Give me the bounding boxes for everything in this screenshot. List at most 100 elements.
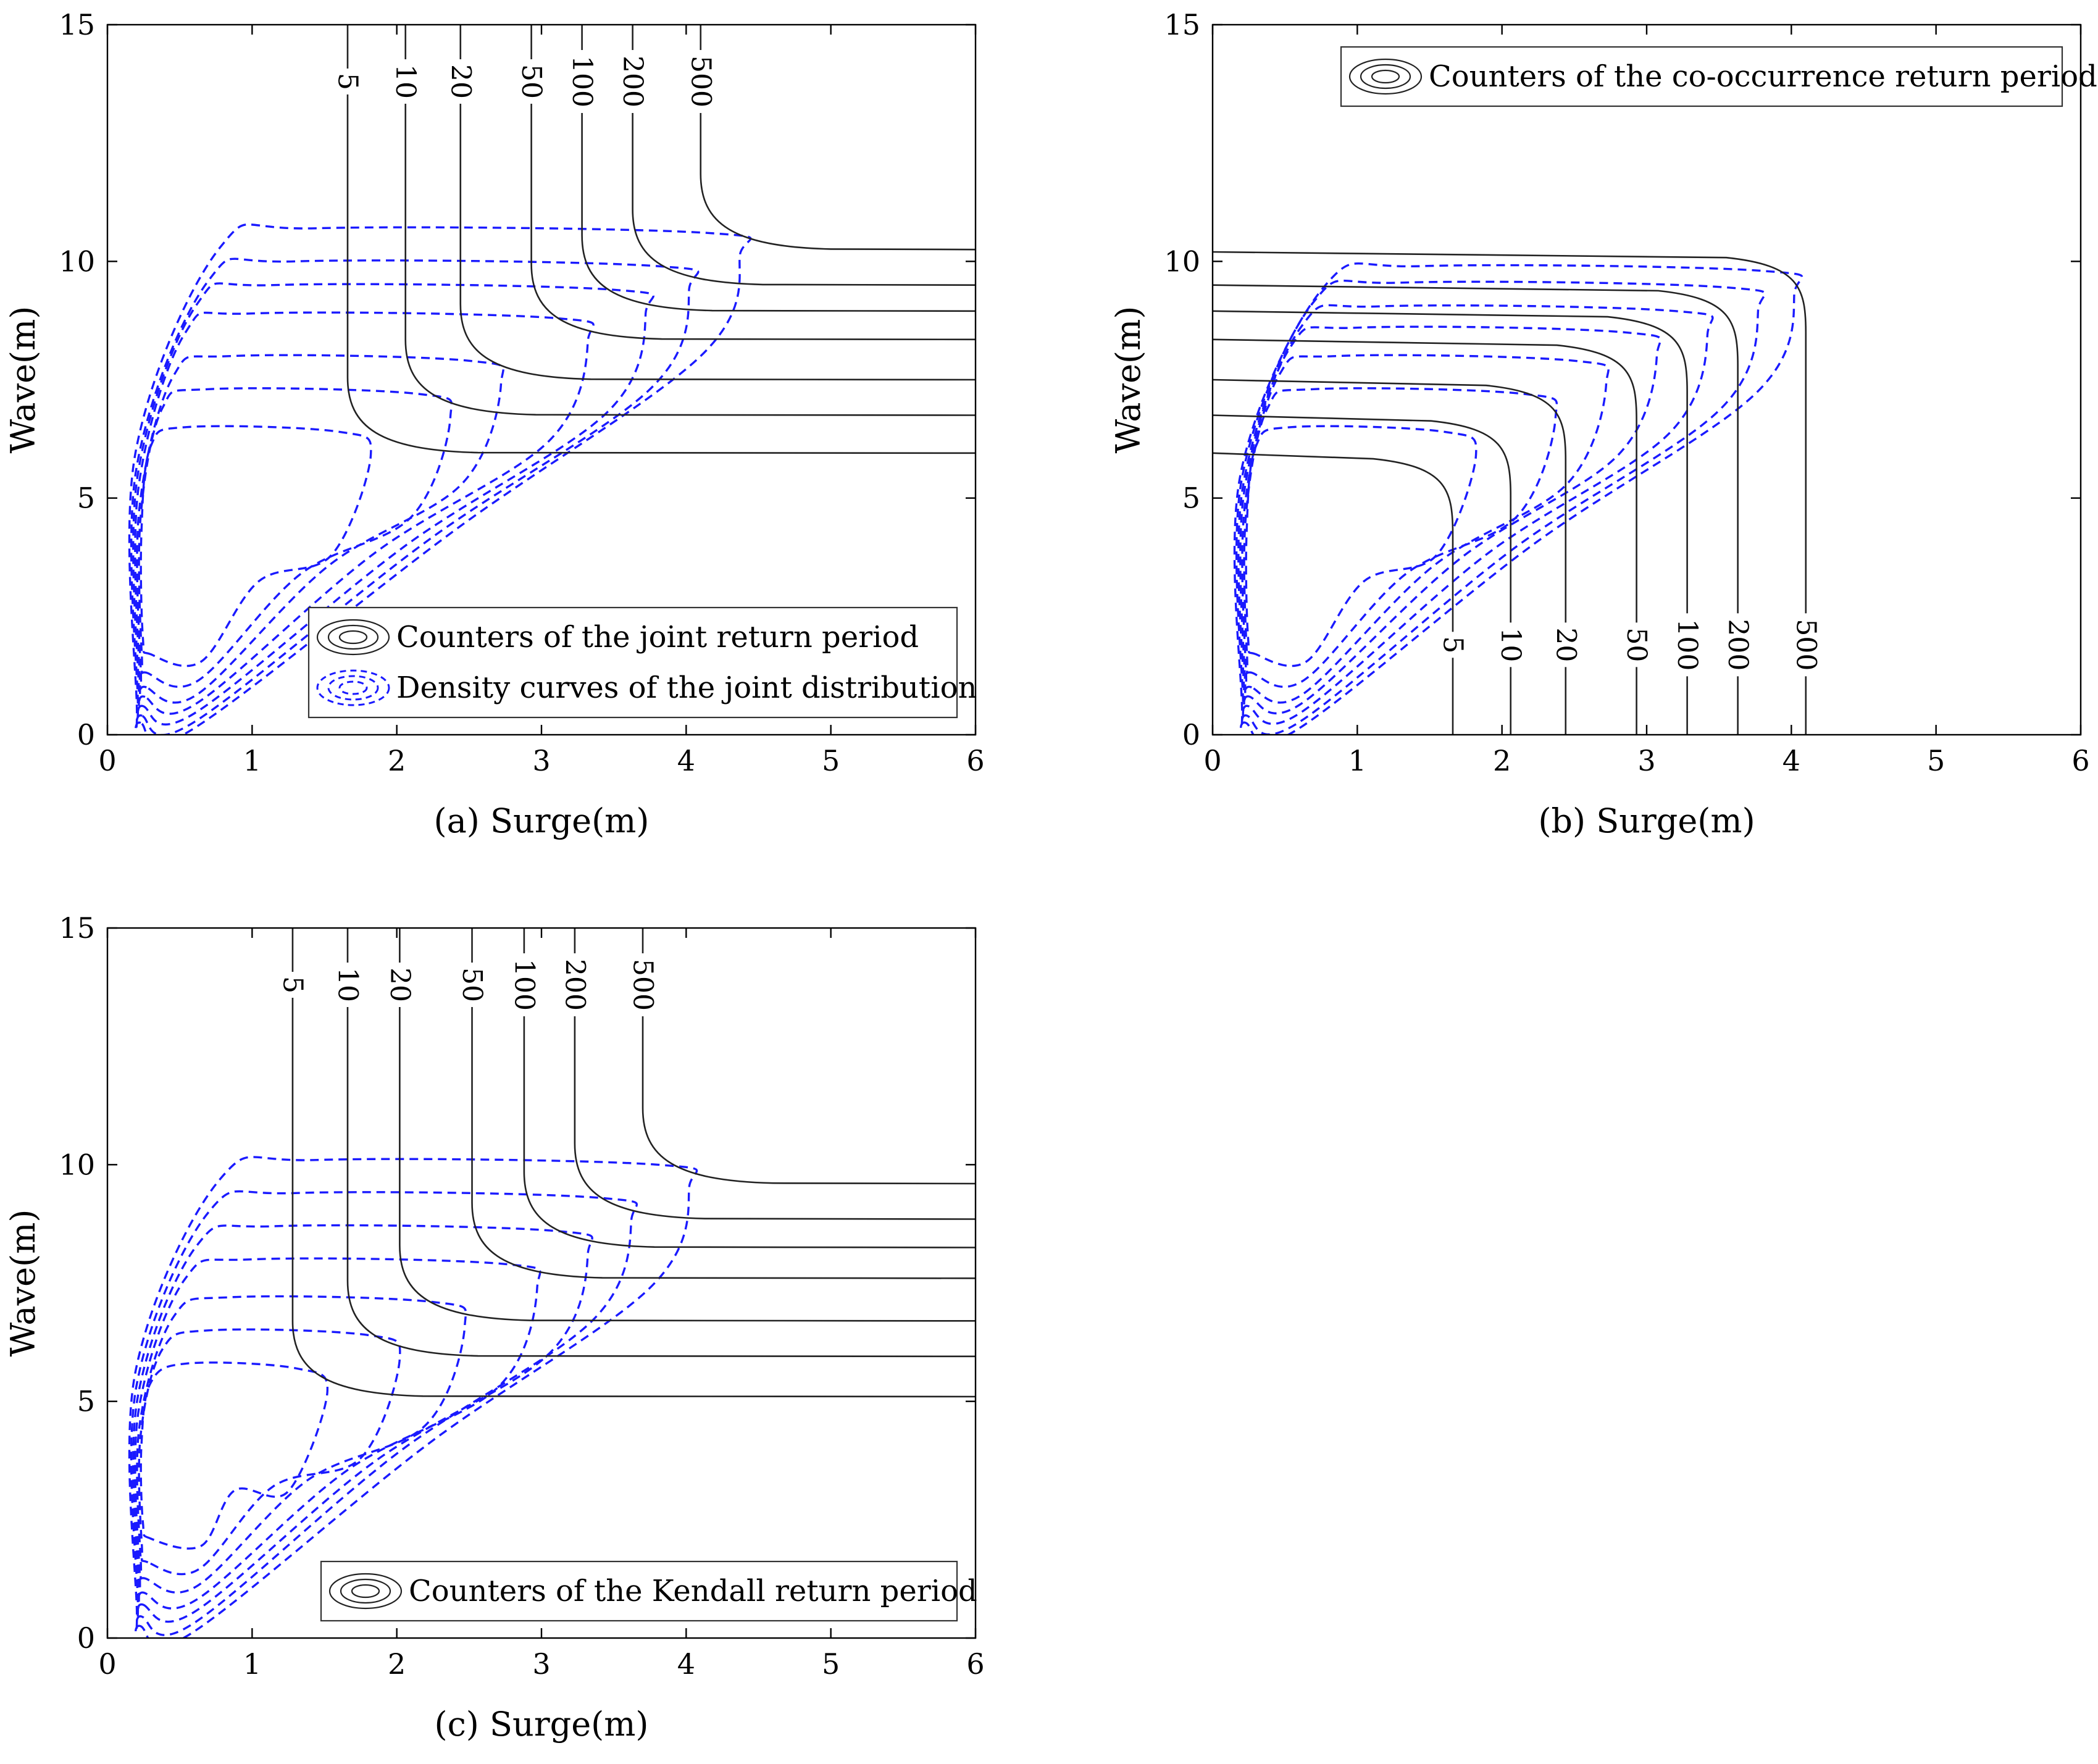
contour-label: 5 (277, 976, 308, 993)
x-tick-label: 6 (966, 1647, 984, 1681)
contour-label: 10 (332, 968, 363, 1002)
contour-label-mask (277, 972, 307, 998)
contour-label: 500 (1790, 619, 1821, 671)
contour-label-mask (516, 59, 546, 104)
return-period-contour (1213, 414, 1512, 735)
contour-label-mask (1437, 632, 1468, 658)
contour-label-mask (685, 50, 716, 113)
x-axis-label: (a) Surge(m) (434, 801, 650, 840)
x-tick-label: 5 (822, 1647, 840, 1681)
contour-label-mask (1550, 622, 1581, 667)
x-tick-label: 1 (1348, 744, 1366, 777)
return-period-contour (459, 25, 976, 381)
legend-box (307, 606, 958, 719)
plot-area: 5 10 20 50 100 200 500 (1213, 251, 1821, 735)
contour-label: 20 (384, 968, 416, 1002)
x-tick-label: 2 (388, 744, 406, 777)
contour-label-mask (1621, 622, 1652, 667)
legend-box (1340, 46, 2063, 107)
return-period-contour (1213, 338, 1637, 735)
y-axis-label: Wave(m) (4, 306, 43, 454)
return-period-contour (1213, 284, 1739, 735)
y-axis-label: Wave(m) (1109, 306, 1148, 454)
contour-label-mask (445, 59, 475, 104)
contour-label: 200 (559, 959, 590, 1011)
x-tick-label: 1 (243, 744, 261, 777)
contour-label-mask (390, 59, 420, 104)
density-legend-icon (316, 669, 390, 706)
x-tick-label: 3 (1637, 744, 1655, 777)
contour-legend-icon (316, 619, 390, 656)
density-curve (1237, 304, 1714, 725)
x-tick-label: 1 (243, 1647, 261, 1681)
x-tick-label: 4 (677, 744, 695, 777)
y-tick-label: 15 (1164, 8, 1200, 41)
x-tick-label: 3 (532, 1647, 550, 1681)
contour-label: 5 (1437, 636, 1468, 653)
x-tick-label: 0 (98, 1647, 116, 1681)
x-tick-label: 6 (2071, 744, 2089, 777)
contour-label-mask (617, 50, 648, 113)
y-tick-label: 15 (59, 8, 95, 41)
return-period-contour (530, 25, 976, 341)
contour-label: 10 (390, 64, 421, 99)
x-tick-label: 2 (1493, 744, 1511, 777)
legend-label: Density curves of the joint distribution (396, 671, 977, 705)
return-period-contour (346, 25, 976, 454)
density-curve (1233, 262, 1803, 735)
contour-label-mask (567, 50, 597, 113)
panel-a: 5 10 20 50 100 200 500 0 1 2 3 4 5 6 0 5 10 15 (a) Surge(m… (4, 8, 985, 840)
legend-box (320, 1560, 958, 1622)
return-period-contour (399, 928, 976, 1322)
contour-label-mask (509, 953, 539, 1016)
contour-label: 100 (1671, 619, 1703, 671)
x-tick-label: 2 (388, 1647, 406, 1681)
return-period-contour (581, 25, 976, 312)
x-tick-label: 0 (98, 744, 116, 777)
contour-label: 50 (516, 64, 547, 99)
y-axis-label: Wave(m) (4, 1210, 43, 1357)
density-curve (136, 1295, 467, 1594)
contour-label: 20 (445, 64, 476, 99)
y-tick-label: 10 (59, 245, 95, 278)
density-curve (128, 223, 752, 735)
x-tick-label: 0 (1203, 744, 1221, 777)
return-period-contour (346, 928, 976, 1358)
return-period-contour (404, 25, 976, 416)
contour-label: 500 (685, 56, 716, 107)
y-tick-label: 5 (1182, 482, 1200, 515)
return-period-contour (1213, 452, 1454, 735)
y-tick-label: 15 (59, 911, 95, 945)
density-curve (130, 1190, 638, 1636)
return-period-contour (471, 928, 976, 1279)
y-tick-label: 5 (77, 482, 95, 515)
y-tick-label: 0 (1182, 718, 1200, 751)
contour-label-mask (1495, 622, 1526, 667)
contour-label: 200 (1722, 619, 1753, 671)
x-tick-label: 5 (822, 744, 840, 777)
return-period-contour (1213, 378, 1567, 735)
contour-label: 50 (1621, 627, 1652, 662)
return-period-contour (1213, 251, 1807, 735)
density-curve (1239, 325, 1662, 714)
return-period-contour (700, 25, 976, 251)
x-tick-label: 4 (677, 1647, 695, 1681)
contour-label-mask (332, 69, 362, 94)
panel-b: 5 10 20 50 100 200 500 0 1 2 3 4 5 6 0 5 10 15 (b) Surge(m… (1109, 8, 2097, 840)
contour-legend-icon (1348, 58, 1423, 95)
contour-label-mask (1723, 613, 1753, 677)
return-period-contour (1213, 310, 1688, 735)
density-curve (138, 1328, 401, 1576)
density-curve (134, 1257, 541, 1610)
y-tick-label: 10 (1164, 245, 1200, 278)
legend: Counters of the Kendall return period (320, 1560, 977, 1622)
panel-c: 5 10 20 50 100 200 500 0 1 2 3 4 5 6 0 5 10 15 (c) Surge(m… (4, 911, 985, 1744)
return-period-contour (574, 928, 976, 1220)
contour-label: 200 (617, 56, 648, 107)
y-tick-label: 5 (77, 1385, 95, 1418)
contour-label: 100 (566, 56, 598, 107)
contour-label-mask (559, 953, 590, 1016)
x-axis-label: (b) Surge(m) (1538, 801, 1755, 840)
x-tick-label: 6 (966, 744, 984, 777)
